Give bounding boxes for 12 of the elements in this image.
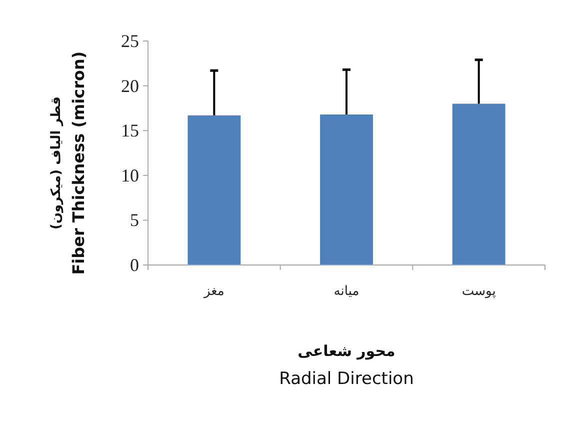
- y-tick-label: 5: [130, 210, 139, 230]
- y-tick-label: 10: [121, 165, 139, 186]
- bar: [452, 104, 506, 265]
- y-tick-label: 15: [121, 120, 139, 141]
- y-tick-label: 0: [130, 255, 139, 275]
- bar: [188, 115, 241, 265]
- y-tick-label: 20: [121, 76, 139, 96]
- y-tick-label: 25: [121, 31, 139, 51]
- bar: [320, 114, 373, 265]
- x-tick-label: میانه: [334, 284, 360, 299]
- x-tick-label: پوست: [462, 284, 496, 299]
- x-tick-label: مغز: [202, 284, 224, 299]
